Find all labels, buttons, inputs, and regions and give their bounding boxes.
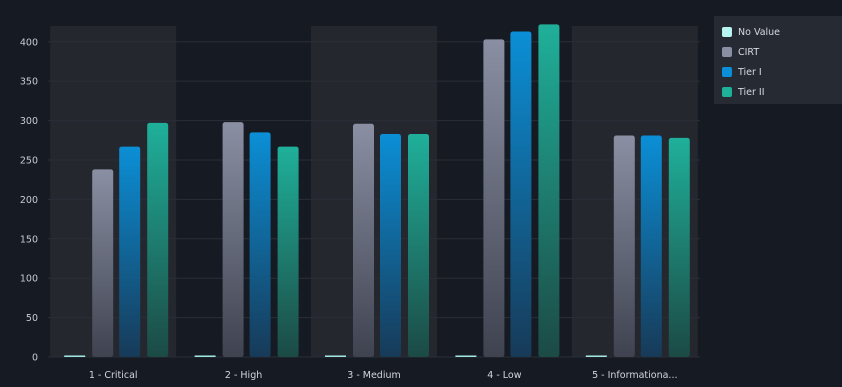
bar-tier-ii-5[interactable] [668, 137, 690, 357]
y-tick-label: 350 [20, 77, 38, 88]
bar-tier-i-2[interactable] [249, 132, 271, 357]
x-axis-labels: 1 - Critical 2 - High 3 - Medium 4 - Low 5 -… [89, 370, 678, 381]
y-tick-label: 200 [20, 195, 38, 206]
y-tick-label: 400 [20, 37, 38, 48]
x-tick-label: 3 - Medium [347, 370, 401, 381]
legend-swatch [722, 67, 732, 77]
legend-item-cirt[interactable]: CIRT [722, 42, 842, 62]
bar-tier-i-4[interactable] [510, 31, 532, 358]
y-tick-label: 50 [26, 313, 38, 324]
legend-label: Tier I [738, 66, 762, 78]
bar-tier-ii-4[interactable] [538, 24, 560, 358]
y-tick-label: 300 [20, 116, 38, 127]
bar-tier-i-1[interactable] [119, 146, 141, 357]
bar-no-value-5[interactable] [585, 355, 607, 358]
legend-swatch [722, 27, 732, 37]
y-tick-label: 150 [20, 234, 38, 245]
bar-cirt-5[interactable] [613, 135, 635, 357]
legend-item-no-value[interactable]: No Value [722, 22, 842, 42]
bar-cirt-3[interactable] [353, 123, 374, 357]
bar-tier-ii-1[interactable] [147, 122, 169, 357]
legend-item-tier-i[interactable]: Tier I [722, 62, 842, 82]
y-tick-label: 0 [32, 353, 38, 364]
bar-cirt-1[interactable] [92, 169, 114, 357]
bar-tier-i-5[interactable] [640, 135, 662, 357]
legend-swatch [722, 47, 732, 57]
bars[interactable] [64, 24, 690, 358]
y-tick-label: 100 [20, 274, 38, 285]
bar-tier-ii-2[interactable] [277, 146, 299, 357]
x-tick-label: 1 - Critical [89, 370, 138, 381]
bar-cirt-2[interactable] [222, 122, 244, 358]
bar-no-value-4[interactable] [455, 355, 477, 358]
legend-label: CIRT [738, 46, 760, 58]
legend-swatch [722, 87, 732, 97]
x-tick-label: 4 - Low [487, 370, 521, 381]
x-tick-label: 5 - Informationa... [592, 370, 677, 381]
legend-label: No Value [738, 26, 781, 38]
bar-tier-i-3[interactable] [380, 133, 401, 357]
bar-cirt-4[interactable] [483, 39, 505, 358]
bar-no-value-1[interactable] [64, 355, 86, 358]
bar-tier-ii-3[interactable] [408, 133, 429, 357]
legend: No Value CIRT Tier I Tier II [714, 16, 842, 104]
y-axis-ticks: 0 50 100 150 200 250 300 350 400 [20, 37, 38, 363]
x-tick-label: 2 - High [225, 370, 262, 381]
legend-item-tier-ii[interactable]: Tier II [722, 82, 842, 102]
y-tick-label: 250 [20, 155, 38, 166]
bar-no-value-2[interactable] [194, 355, 216, 358]
bar-no-value-3[interactable] [325, 355, 346, 358]
legend-label: Tier II [738, 86, 765, 98]
